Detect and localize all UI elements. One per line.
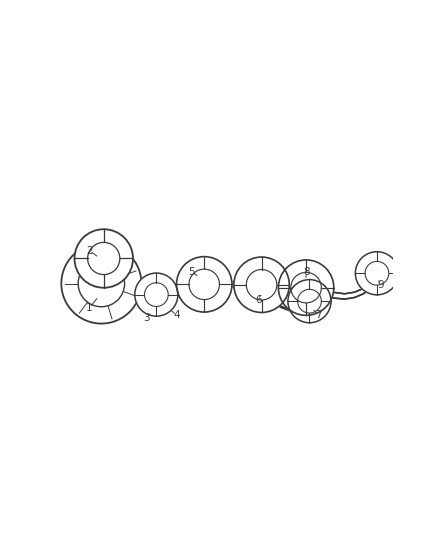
Polygon shape — [262, 288, 311, 311]
Text: 5: 5 — [188, 266, 195, 277]
Text: 1: 1 — [86, 303, 93, 313]
Text: 7: 7 — [315, 310, 321, 320]
Circle shape — [288, 280, 331, 323]
Text: 2: 2 — [86, 246, 93, 256]
Polygon shape — [170, 271, 377, 299]
Circle shape — [177, 256, 232, 312]
Circle shape — [74, 229, 133, 288]
Circle shape — [355, 252, 399, 295]
Circle shape — [279, 260, 334, 316]
Circle shape — [61, 244, 141, 324]
Polygon shape — [142, 274, 170, 312]
Text: 3: 3 — [144, 312, 150, 322]
Text: 6: 6 — [255, 295, 262, 305]
Circle shape — [234, 257, 289, 312]
Text: 8: 8 — [303, 268, 309, 278]
Circle shape — [135, 273, 178, 316]
Text: 4: 4 — [173, 310, 180, 320]
Text: 9: 9 — [377, 280, 384, 290]
